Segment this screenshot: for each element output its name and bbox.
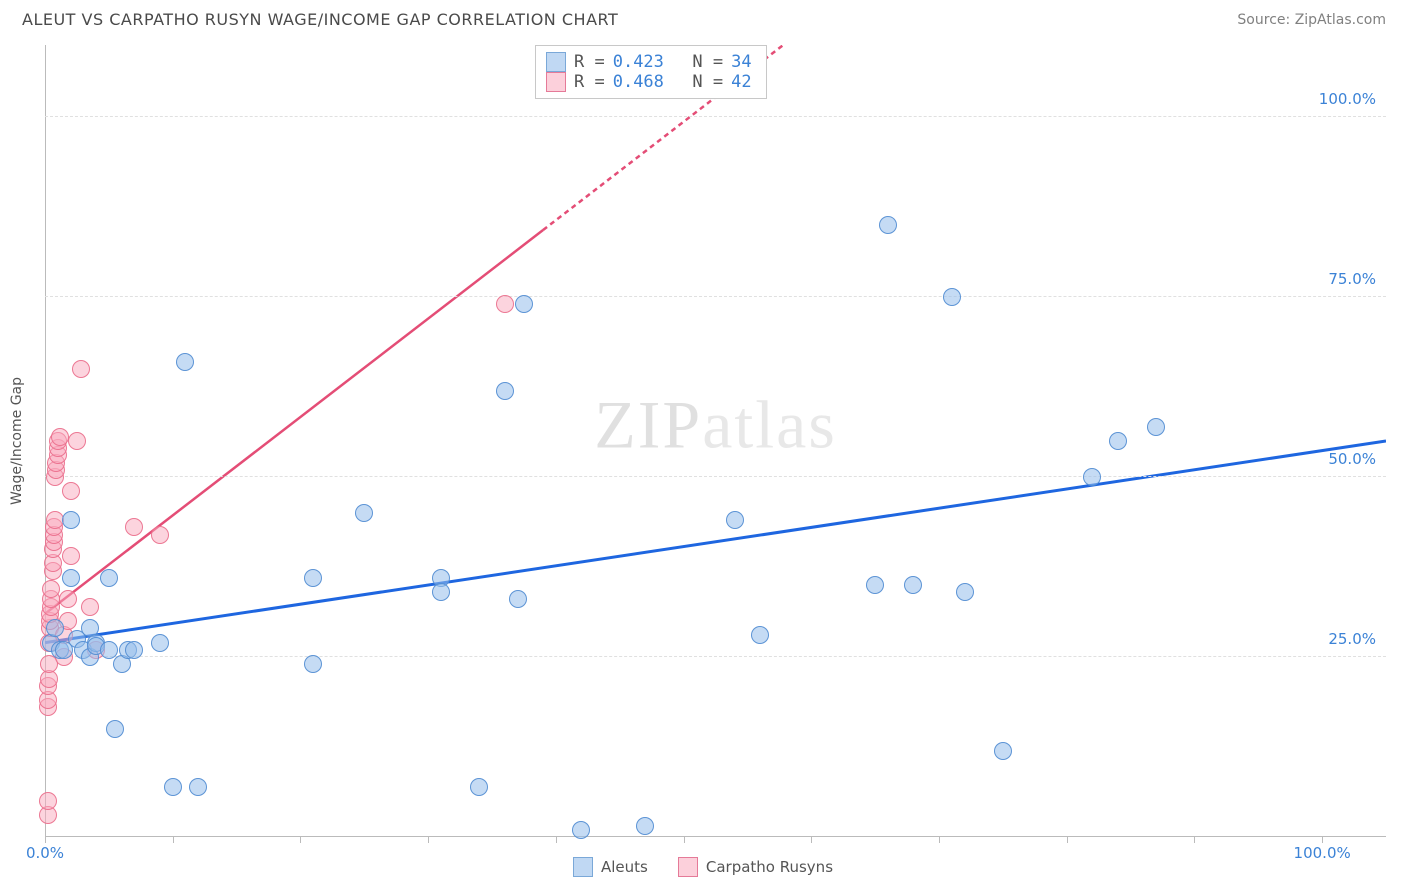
data-point <box>62 482 80 500</box>
gridline <box>45 116 1386 117</box>
data-point <box>432 583 450 601</box>
data-point <box>164 778 182 796</box>
data-point <box>151 526 169 544</box>
data-point <box>994 742 1012 760</box>
x-tick-mark <box>428 837 429 843</box>
data-point <box>62 569 80 587</box>
x-tick-mark <box>173 837 174 843</box>
legend-label: Aleuts <box>601 858 648 876</box>
chart-header: ALEUT VS CARPATHO RUSYN WAGE/INCOME GAP … <box>0 0 1406 37</box>
data-point <box>1147 418 1165 436</box>
gridline <box>45 476 1386 477</box>
data-point <box>304 569 322 587</box>
stat-legend-row: R = 0.468 N = 42 <box>546 72 752 92</box>
data-point <box>751 626 769 644</box>
gridline <box>45 296 1386 297</box>
data-point <box>106 720 124 738</box>
data-point <box>866 576 884 594</box>
data-point <box>42 580 60 598</box>
data-point <box>496 382 514 400</box>
data-point <box>176 353 194 371</box>
data-point <box>81 598 99 616</box>
data-point <box>470 778 488 796</box>
data-point <box>509 590 527 608</box>
x-tick-mark <box>939 837 940 843</box>
data-point <box>943 288 961 306</box>
data-point <box>1109 432 1127 450</box>
regression-lines <box>45 45 1386 837</box>
y-axis-title: Wage/Income Gap <box>9 377 25 505</box>
chart-title: ALEUT VS CARPATHO RUSYN WAGE/INCOME GAP … <box>22 10 618 29</box>
legend-swatch <box>573 857 593 877</box>
data-point <box>62 511 80 529</box>
data-point <box>62 547 80 565</box>
x-tick-mark <box>556 837 557 843</box>
data-point <box>51 428 69 446</box>
data-point <box>572 821 590 839</box>
data-point <box>726 511 744 529</box>
data-point <box>59 590 77 608</box>
data-point <box>125 518 143 536</box>
x-tick-mark <box>1067 837 1068 843</box>
data-point <box>72 360 90 378</box>
data-point <box>515 295 533 313</box>
y-tick-label: 100.0% <box>1319 90 1376 108</box>
data-point <box>879 216 897 234</box>
gridline <box>45 656 1386 657</box>
source-label: Source: ZipAtlas.com <box>1237 12 1386 28</box>
data-point <box>904 576 922 594</box>
data-point <box>39 792 57 810</box>
y-tick-label: 25.0% <box>1328 630 1376 648</box>
data-point <box>636 817 654 835</box>
data-point <box>46 619 64 637</box>
x-tick-mark <box>811 837 812 843</box>
data-point <box>189 778 207 796</box>
x-tick-mark <box>1322 837 1323 843</box>
x-tick-mark <box>45 837 46 843</box>
data-point <box>496 295 514 313</box>
data-point <box>68 432 86 450</box>
y-tick-label: 50.0% <box>1328 450 1376 468</box>
series-legend: Aleuts Carpatho Rusyns <box>0 857 1406 877</box>
legend-swatch <box>546 72 566 92</box>
stat-legend-row: R = 0.423 N = 34 <box>546 52 752 72</box>
chart-area: Wage/Income Gap ZIPatlas R = 0.423 N = 3… <box>45 45 1386 837</box>
legend-swatch <box>678 857 698 877</box>
data-point <box>956 583 974 601</box>
data-point <box>125 641 143 659</box>
legend-swatch <box>546 52 566 72</box>
stat-legend: R = 0.423 N = 34R = 0.468 N = 42 <box>535 45 767 99</box>
data-point <box>304 655 322 673</box>
legend-item: Carpatho Rusyns <box>678 857 833 877</box>
legend-label: Carpatho Rusyns <box>706 858 833 876</box>
data-point <box>151 634 169 652</box>
x-tick-mark <box>1194 837 1195 843</box>
data-point <box>355 504 373 522</box>
plot-area: Wage/Income Gap ZIPatlas R = 0.423 N = 3… <box>45 45 1386 837</box>
x-tick-mark <box>300 837 301 843</box>
legend-item: Aleuts <box>573 857 648 877</box>
data-point <box>1083 468 1101 486</box>
y-tick-label: 75.0% <box>1328 270 1376 288</box>
data-point <box>100 569 118 587</box>
x-tick-mark <box>684 837 685 843</box>
